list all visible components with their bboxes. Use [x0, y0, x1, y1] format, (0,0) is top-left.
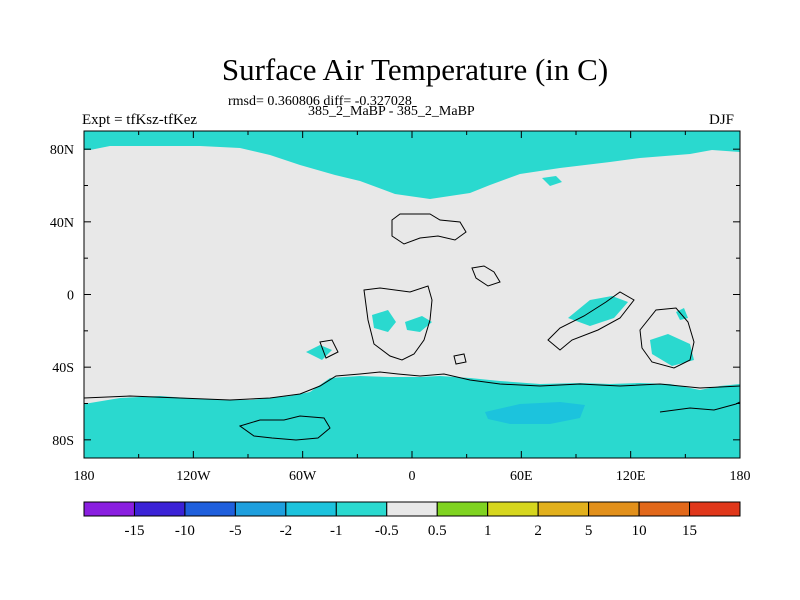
colorbar-swatch: [285, 501, 337, 517]
southern-ocean-core: [485, 402, 585, 424]
colorbar-swatch: [537, 501, 590, 517]
arctic-cooling-region: [84, 131, 740, 199]
anomaly-fills: [84, 131, 740, 458]
runs-label: 385_2_MaBP - 385_2_MaBP: [308, 104, 475, 119]
coastline-antarctica: [84, 371, 740, 401]
colorbar-swatch: [83, 501, 135, 517]
colorbar-swatch: [436, 501, 489, 517]
colorbar-label: -15: [124, 523, 144, 539]
colorbar-swatch: [335, 501, 388, 517]
colorbar-swatch: [588, 501, 640, 517]
colorbar-swatch: [133, 501, 186, 517]
experiment-label: Expt = tfKsz-tfKez: [82, 112, 198, 128]
colorbar-label: 0.5: [428, 523, 447, 539]
coastline-islands: [453, 353, 467, 365]
colorbar-label: -2: [280, 523, 293, 539]
colorbar-label: 5: [585, 523, 593, 539]
colorbar-label: 15: [682, 523, 697, 539]
coastline-africa: [363, 285, 433, 361]
x-tick-label: 120E: [616, 469, 646, 484]
cooling-patch-2: [405, 316, 432, 332]
x-tick-label: 60W: [289, 469, 317, 484]
coastline-southeast-asia: [547, 291, 635, 351]
cooling-patch-1: [372, 310, 396, 332]
colorbar-label: -5: [229, 523, 242, 539]
x-axis: 180 120W 60W 0 60E 120E 180: [74, 131, 751, 484]
y-axis: 80N 40N 0 40S 80S: [50, 143, 740, 449]
colorbar-swatch: [689, 501, 741, 517]
season-label: DJF: [709, 112, 735, 128]
y-tick-label: 80N: [50, 143, 74, 158]
coastline-antarctic-peninsula: [238, 415, 331, 441]
y-tick-label: 80S: [52, 434, 74, 449]
chart-title: Surface Air Temperature (in C): [221, 52, 609, 87]
colorbar-swatch: [184, 501, 236, 517]
y-tick-label: 0: [67, 289, 74, 304]
y-tick-label: 40N: [50, 216, 74, 231]
colorbar-swatch: [234, 501, 287, 517]
arctic-cooling-patch: [542, 176, 562, 186]
coastline-south-america-tip: [319, 339, 339, 359]
x-tick-label: 180: [730, 469, 751, 484]
x-tick-label: 0: [409, 469, 416, 484]
colorbar-label: -1: [330, 523, 343, 539]
y-tick-label: 40S: [52, 361, 74, 376]
colorbar-swatch: [638, 501, 691, 517]
coastline-australia: [639, 307, 695, 369]
colorbar-label: -10: [175, 523, 195, 539]
colorbar-label: 10: [632, 523, 647, 539]
colorbar-label: -0.5: [375, 523, 399, 539]
coastline-asia: [391, 213, 467, 245]
stats-label: rmsd= 0.360806 diff= -0.327028: [228, 94, 412, 109]
x-tick-label: 180: [74, 469, 95, 484]
cooling-patch-4: [650, 334, 694, 366]
x-tick-label: 60E: [510, 469, 533, 484]
colorbar-swatch: [487, 501, 539, 517]
southern-ocean-cooling-region: [84, 376, 740, 458]
colorbar-swatch: [386, 501, 438, 517]
cooling-patch-3: [568, 296, 628, 326]
x-tick-label: 120W: [176, 469, 211, 484]
colorbar-label: 2: [534, 523, 542, 539]
colorbar: -15 -10 -5 -2 -1 -0.5 0.5 1 2 5 10 15: [83, 501, 741, 539]
coastline-arabia: [471, 265, 501, 287]
colorbar-label: 1: [484, 523, 492, 539]
